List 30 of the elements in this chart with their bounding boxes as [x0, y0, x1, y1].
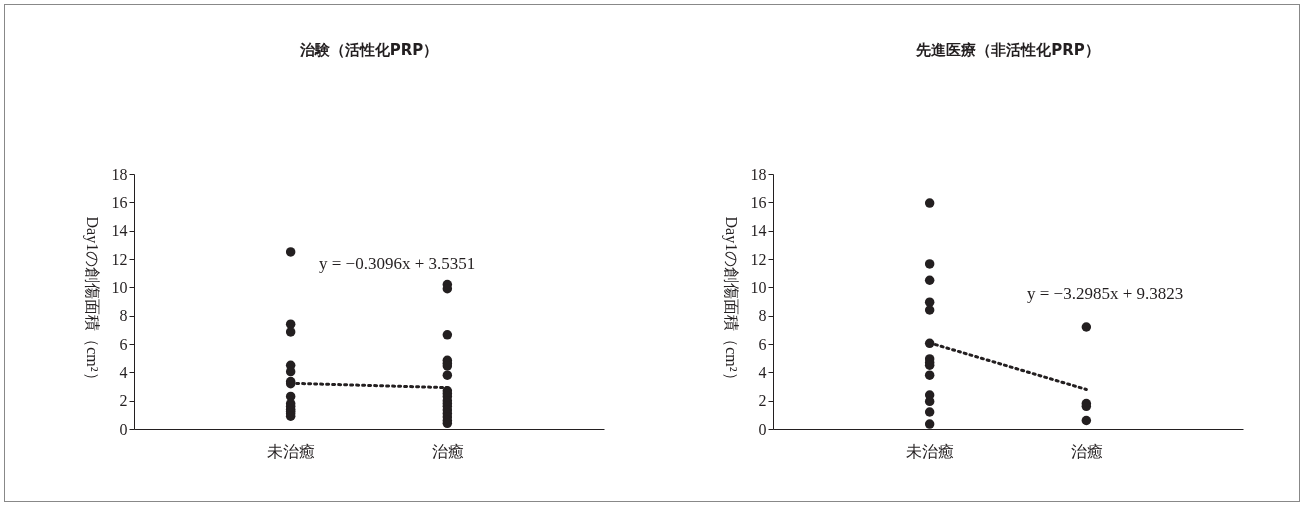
x-tick-label: 治癒 [1070, 442, 1103, 460]
x-tick-label: 治癒 [431, 442, 464, 460]
chart-title: 先進医療（非活性化PRP） [915, 41, 1100, 59]
y-tick-label: 2 [758, 392, 767, 410]
y-tick-label: 14 [750, 222, 767, 240]
y-tick-label: 8 [758, 307, 767, 325]
chart-title: 治験（活性化PRP） [298, 41, 439, 59]
y-tick-label: 12 [111, 250, 128, 268]
y-axis-title: Day1の創傷面積（cm²） [82, 216, 101, 388]
annotation: y = −3.2985x + 9.3823 [1027, 284, 1184, 303]
y-tick-label: 4 [119, 363, 128, 381]
y-tick-label: 16 [111, 193, 128, 211]
y-tick-label: 0 [119, 420, 128, 438]
annotation: y = −0.3096x + 3.5351 [319, 254, 476, 273]
y-tick-label: 2 [119, 392, 128, 410]
y-tick-label: 6 [119, 335, 128, 353]
y-tick-label: 6 [758, 335, 767, 353]
y-tick-label: 18 [111, 165, 128, 183]
y-tick-label: 18 [750, 165, 767, 183]
y-tick-label: 12 [750, 250, 767, 268]
y-tick-label: 4 [758, 363, 767, 381]
y-axis-title: Day1の創傷面積（cm²） [721, 216, 740, 388]
x-tick-label: 未治癒 [906, 442, 955, 460]
y-tick-label: 10 [111, 278, 128, 296]
y-tick-label: 8 [119, 307, 128, 325]
x-tick-label: 未治癒 [267, 442, 316, 460]
y-tick-label: 0 [758, 420, 767, 438]
y-tick-label: 16 [750, 193, 767, 211]
y-tick-label: 14 [111, 222, 128, 240]
y-tick-label: 10 [750, 278, 767, 296]
